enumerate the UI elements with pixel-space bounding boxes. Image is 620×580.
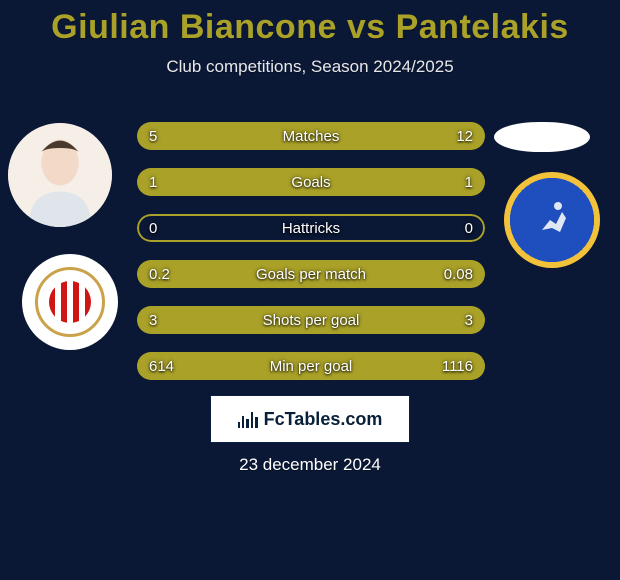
date-text: 23 december 2024 xyxy=(0,455,620,475)
stat-right-value: 0 xyxy=(465,214,473,242)
stat-row: 5 Matches 12 xyxy=(137,122,485,150)
stat-row: 1 Goals 1 xyxy=(137,168,485,196)
subtitle: Club competitions, Season 2024/2025 xyxy=(0,57,620,77)
stat-row: 0 Hattricks 0 xyxy=(137,214,485,242)
stats-list: 5 Matches 12 1 Goals 1 0 Hattricks 0 0.2… xyxy=(137,122,485,398)
branding-bars-icon xyxy=(238,410,258,428)
stat-right-value: 3 xyxy=(465,306,473,334)
player1-silhouette-icon xyxy=(8,123,112,227)
stat-label: Shots per goal xyxy=(137,306,485,334)
stat-row: 0.2 Goals per match 0.08 xyxy=(137,260,485,288)
stat-label: Goals xyxy=(137,168,485,196)
club2-badge xyxy=(504,172,600,268)
comparison-card: Giulian Biancone vs Pantelakis Club comp… xyxy=(0,0,620,580)
club2-badge-runner-icon xyxy=(528,196,576,244)
branding-text: FcTables.com xyxy=(264,409,383,430)
stat-label: Min per goal xyxy=(137,352,485,380)
player1-avatar xyxy=(8,123,112,227)
club1-badge-stripes-icon xyxy=(49,281,91,323)
stat-right-value: 1 xyxy=(465,168,473,196)
stat-label: Goals per match xyxy=(137,260,485,288)
branding-box[interactable]: FcTables.com xyxy=(210,395,410,443)
stat-row: 3 Shots per goal 3 xyxy=(137,306,485,334)
club1-badge xyxy=(22,254,118,350)
stat-label: Hattricks xyxy=(137,214,485,242)
stat-right-value: 1116 xyxy=(442,352,473,380)
stat-row: 614 Min per goal 1116 xyxy=(137,352,485,380)
club1-badge-ring xyxy=(35,267,105,337)
stat-right-value: 12 xyxy=(456,122,473,150)
page-title: Giulian Biancone vs Pantelakis xyxy=(0,0,620,47)
stat-label: Matches xyxy=(137,122,485,150)
player2-avatar xyxy=(494,122,590,152)
stat-right-value: 0.08 xyxy=(444,260,473,288)
